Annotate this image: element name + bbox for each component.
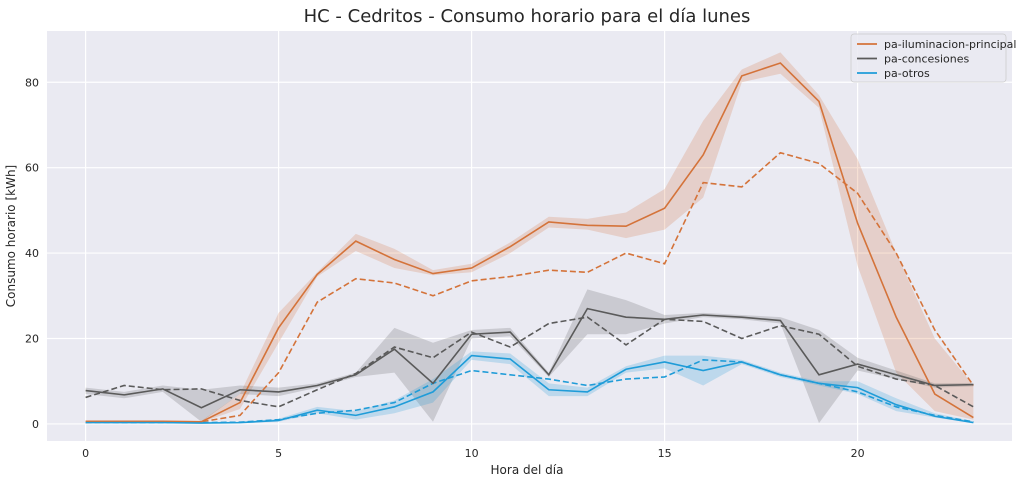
band-pa-iluminacion-principal bbox=[85, 52, 974, 423]
legend-entry: pa-concesiones bbox=[884, 53, 970, 66]
dashed-line-pa-iluminacion-principal bbox=[85, 151, 975, 424]
y-tick-label: 0 bbox=[32, 418, 39, 431]
dashed-line-pa-concesiones bbox=[85, 316, 974, 408]
y-tick-label: 80 bbox=[25, 76, 39, 89]
band-pa-concesiones bbox=[85, 289, 974, 424]
grid bbox=[47, 31, 1012, 441]
y-tick-labels: 0 20 40 60 80 bbox=[25, 76, 39, 431]
legend: pa-iluminacion-principal pa-concesionespa… bbox=[850, 33, 1016, 83]
legend-box bbox=[850, 33, 1007, 83]
x-axis-label: Hora del día bbox=[491, 463, 564, 477]
confidence-bands bbox=[85, 52, 974, 424]
legend-entry: pa-iluminacion-principal bbox=[884, 38, 1016, 51]
x-tick-label: 5 bbox=[275, 447, 282, 460]
y-tick-label: 20 bbox=[25, 333, 39, 346]
legend-entry: pa-otros bbox=[884, 67, 930, 80]
y-axis-label: Consumo horario [kWh] bbox=[4, 165, 18, 307]
x-tick-labels: 0 5 10 15 20 bbox=[82, 447, 865, 460]
plot-area bbox=[47, 31, 1012, 441]
x-tick-label: 10 bbox=[465, 447, 479, 460]
x-tick-label: 15 bbox=[658, 447, 672, 460]
chart-title: HC - Cedritos - Consumo horario para el … bbox=[304, 6, 751, 27]
y-tick-label: 40 bbox=[25, 247, 39, 260]
x-tick-label: 0 bbox=[82, 447, 89, 460]
x-tick-label: 20 bbox=[851, 447, 865, 460]
line-pa-iluminacion-principal bbox=[85, 62, 974, 423]
line-pa-otros bbox=[85, 354, 974, 424]
series-lines bbox=[85, 62, 974, 424]
line-pa-concesiones bbox=[85, 307, 974, 409]
y-tick-label: 60 bbox=[25, 162, 39, 175]
